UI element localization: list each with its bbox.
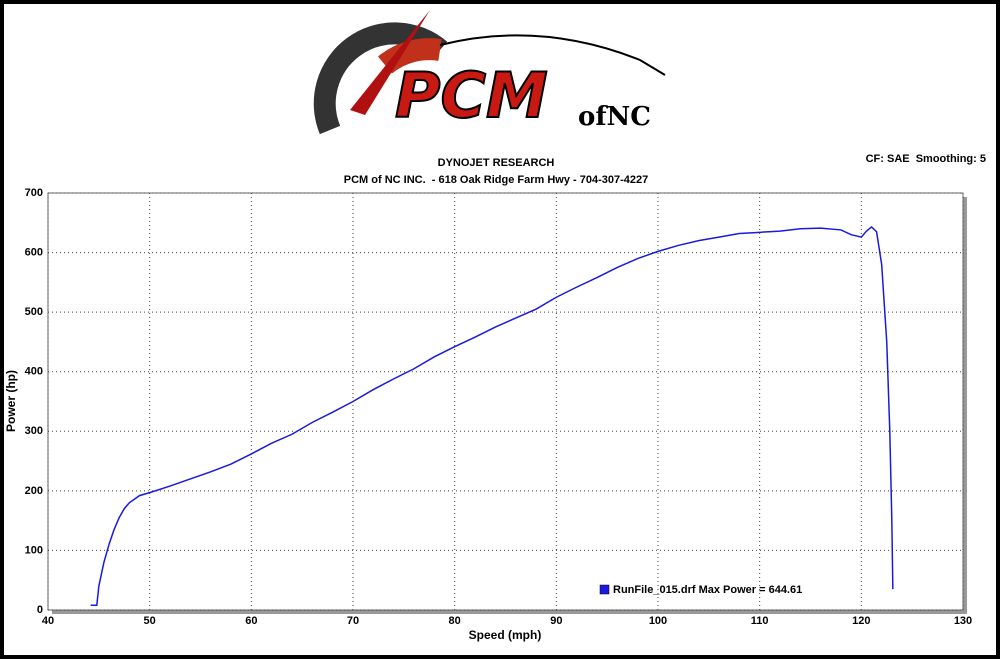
y-tick-label: 100 bbox=[25, 544, 43, 556]
legend-swatch bbox=[599, 584, 610, 595]
y-tick-label: 0 bbox=[37, 604, 43, 616]
chart-subtitle: PCM of NC INC. - 618 Oak Ridge Farm Hwy … bbox=[344, 174, 648, 186]
x-tick-label: 50 bbox=[144, 615, 156, 627]
x-tick-label: 120 bbox=[852, 615, 870, 627]
logo: PCM ofNC bbox=[313, 10, 666, 135]
x-tick-label: 40 bbox=[42, 615, 54, 627]
power-line bbox=[90, 225, 894, 606]
y-tick-label: 600 bbox=[25, 246, 43, 258]
x-tick-label: 60 bbox=[245, 615, 257, 627]
x-tick-label: 100 bbox=[649, 615, 667, 627]
x-tick-label: 80 bbox=[449, 615, 461, 627]
logo-gauge bbox=[313, 22, 448, 135]
y-tick-label: 400 bbox=[25, 366, 43, 378]
x-tick-label: 130 bbox=[954, 615, 972, 627]
logo-text: PCM bbox=[395, 59, 548, 132]
y-tick-label: 500 bbox=[25, 306, 43, 318]
x-axis-label: Speed (mph) bbox=[469, 628, 542, 642]
legend-label: RunFile_015.drf Max Power = 644.61 bbox=[613, 584, 802, 596]
y-tick-label: 300 bbox=[25, 425, 43, 437]
x-tick-label: 70 bbox=[347, 615, 359, 627]
chart-title: DYNOJET RESEARCH bbox=[438, 157, 555, 169]
logo-suffix: ofNC bbox=[578, 102, 651, 132]
plot-area bbox=[47, 192, 964, 611]
logo-needle bbox=[350, 10, 430, 115]
x-tick-label: 110 bbox=[751, 615, 769, 627]
logo-car bbox=[439, 34, 666, 76]
settings-note: CF: SAE Smoothing: 5 bbox=[866, 153, 986, 165]
y-tick-label: 700 bbox=[25, 187, 43, 199]
x-tick-label: 90 bbox=[550, 615, 562, 627]
y-axis-label: Power (hp) bbox=[4, 370, 18, 432]
y-tick-label: 200 bbox=[25, 485, 43, 497]
